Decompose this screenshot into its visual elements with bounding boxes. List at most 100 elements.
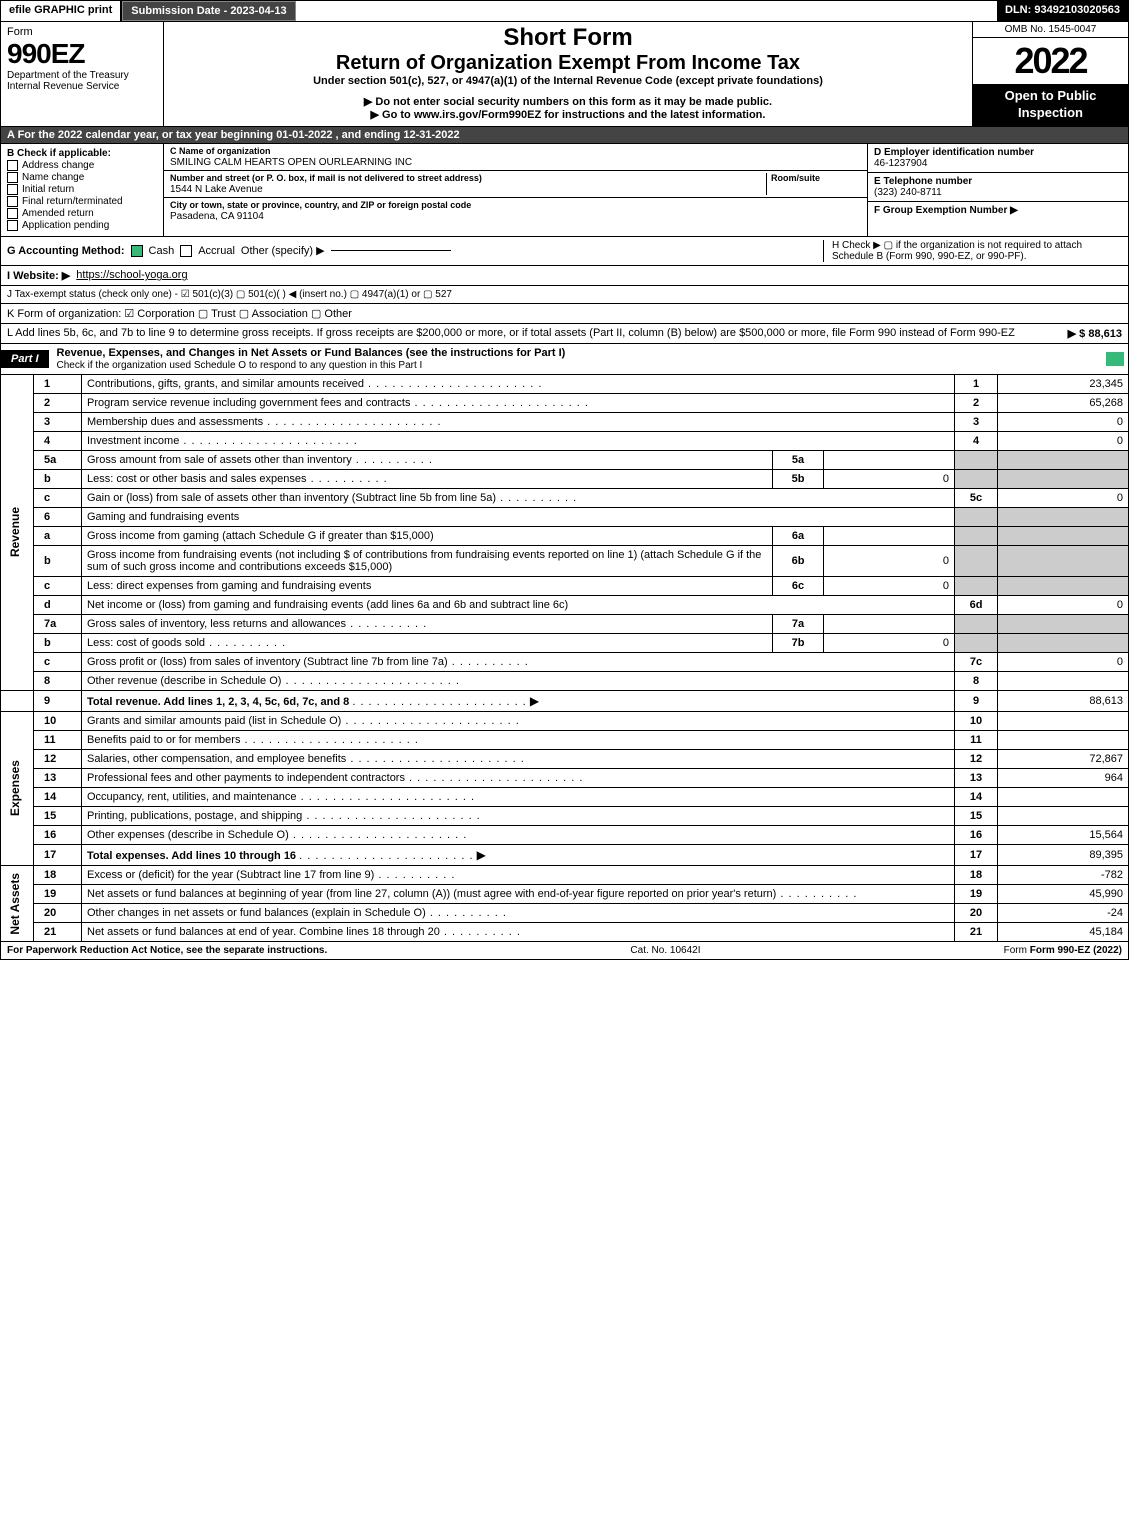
efile-label[interactable]: efile GRAPHIC print (1, 1, 122, 21)
line-21-amt: 45,184 (998, 923, 1129, 942)
line-18-amt: -782 (998, 865, 1129, 884)
line-18-text: Excess or (deficit) for the year (Subtra… (82, 865, 955, 884)
line-20-text: Other changes in net assets or fund bala… (82, 904, 955, 923)
line-5a-amt (824, 450, 955, 469)
chk-final[interactable]: Final return/terminated (7, 196, 157, 207)
line-6a-amt (824, 526, 955, 545)
line-6c-amt: 0 (824, 576, 955, 595)
section-a: A For the 2022 calendar year, or tax yea… (0, 127, 1129, 144)
submission-date: Submission Date - 2023-04-13 (122, 1, 295, 21)
line-19-amt: 45,990 (998, 884, 1129, 903)
line-7a-text: Gross sales of inventory, less returns a… (82, 614, 773, 633)
line-7b-text: Less: cost of goods sold (82, 633, 773, 652)
line-14-text: Occupancy, rent, utilities, and maintena… (82, 787, 955, 806)
section-def: D Employer identification number 46-1237… (867, 144, 1128, 236)
row-j: J Tax-exempt status (check only one) - ☑… (0, 286, 1129, 304)
irs-label: Internal Revenue Service (7, 81, 157, 92)
d-lbl: D Employer identification number (874, 147, 1034, 158)
header-left: Form 990EZ Department of the Treasury In… (1, 22, 164, 126)
line-15-amt (998, 806, 1129, 825)
line-3-amt: 0 (998, 412, 1129, 431)
line-5b-amt: 0 (824, 469, 955, 488)
cash-label: Cash (149, 245, 175, 257)
line-10-text: Grants and similar amounts paid (list in… (82, 711, 955, 730)
line-12-text: Salaries, other compensation, and employ… (82, 749, 955, 768)
dept-label: Department of the Treasury (7, 70, 157, 81)
line-12-amt: 72,867 (998, 749, 1129, 768)
line-6c-text: Less: direct expenses from gaming and fu… (82, 576, 773, 595)
line-11-text: Benefits paid to or for members (82, 730, 955, 749)
part-i-tag: Part I (1, 350, 49, 368)
line-19-text: Net assets or fund balances at beginning… (82, 884, 955, 903)
line-17-amt: 89,395 (998, 844, 1129, 865)
line-6a-text: Gross income from gaming (attach Schedul… (82, 526, 773, 545)
schedule-o-check[interactable] (1106, 352, 1124, 366)
section-b: B Check if applicable: Address change Na… (1, 144, 164, 236)
l-amt: ▶ $ 88,613 (1068, 327, 1122, 340)
return-title: Return of Organization Exempt From Incom… (168, 52, 968, 75)
h-text: H Check ▶ ▢ if the organization is not r… (823, 240, 1122, 262)
chk-amended[interactable]: Amended return (7, 208, 157, 219)
i-label: I Website: ▶ (7, 269, 70, 282)
line-10-amt (998, 711, 1129, 730)
c-street-lbl: Number and street (or P. O. box, if mail… (170, 173, 482, 183)
line-5c-text: Gain or (loss) from sale of assets other… (82, 488, 955, 507)
line-1-amt: 23,345 (998, 375, 1129, 394)
line-2-amt: 65,268 (998, 393, 1129, 412)
line-6b-amt: 0 (824, 545, 955, 576)
part-i-title: Revenue, Expenses, and Changes in Net As… (49, 344, 1106, 374)
lines-table: Revenue 1 Contributions, gifts, grants, … (0, 375, 1129, 943)
page-footer: For Paperwork Reduction Act Notice, see … (0, 942, 1129, 960)
part-i-sub: Check if the organization used Schedule … (57, 360, 423, 371)
line-20-amt: -24 (998, 904, 1129, 923)
chk-address[interactable]: Address change (7, 160, 157, 171)
line-7a-amt (824, 614, 955, 633)
org-name: SMILING CALM HEARTS OPEN OURLEARNING INC (170, 157, 412, 168)
line-6b-text: Gross income from fundraising events (no… (82, 545, 773, 576)
goto-text[interactable]: ▶ Go to www.irs.gov/Form990EZ for instru… (371, 109, 766, 121)
line-9-amt: 88,613 (998, 690, 1129, 711)
footer-left: For Paperwork Reduction Act Notice, see … (7, 945, 327, 956)
line-6d-text: Net income or (loss) from gaming and fun… (82, 595, 955, 614)
phone: (323) 240-8711 (874, 187, 942, 198)
line-7c-text: Gross profit or (loss) from sales of inv… (82, 652, 955, 671)
form-number: 990EZ (7, 38, 157, 70)
e-lbl: E Telephone number (874, 176, 972, 187)
tax-year: 2022 (973, 38, 1128, 84)
other-blank[interactable] (331, 250, 451, 251)
line-11-amt (998, 730, 1129, 749)
line-21-text: Net assets or fund balances at end of ye… (82, 923, 955, 942)
line-8-text: Other revenue (describe in Schedule O) (82, 671, 955, 690)
org-city: Pasadena, CA 91104 (170, 211, 264, 222)
dln-label: DLN: 93492103020563 (997, 1, 1128, 21)
chk-accrual[interactable] (180, 245, 192, 257)
l-text: L Add lines 5b, 6c, and 7b to line 9 to … (7, 327, 1015, 339)
omb-number: OMB No. 1545-0047 (973, 22, 1128, 38)
org-block: B Check if applicable: Address change Na… (0, 144, 1129, 237)
line-6d-amt: 0 (998, 595, 1129, 614)
chk-pending[interactable]: Application pending (7, 220, 157, 231)
under-section: Under section 501(c), 527, or 4947(a)(1)… (168, 75, 968, 87)
ein: 46-1237904 (874, 158, 927, 169)
line-1-text: Contributions, gifts, grants, and simila… (82, 375, 955, 394)
chk-cash[interactable] (131, 245, 143, 257)
other-label: Other (specify) ▶ (241, 244, 325, 257)
org-street: 1544 N Lake Avenue (170, 184, 263, 195)
footer-mid: Cat. No. 10642I (327, 945, 1003, 956)
line-3-text: Membership dues and assessments (82, 412, 955, 431)
form-word: Form (7, 26, 157, 38)
row-g-h: G Accounting Method: Cash Accrual Other … (0, 237, 1129, 266)
goto-note: ▶ Go to www.irs.gov/Form990EZ for instru… (168, 108, 968, 121)
f-lbl: F Group Exemption Number ▶ (874, 205, 1018, 216)
chk-name[interactable]: Name change (7, 172, 157, 183)
line-9-text: Total revenue. Add lines 1, 2, 3, 4, 5c,… (82, 690, 955, 711)
line-2-text: Program service revenue including govern… (82, 393, 955, 412)
chk-initial[interactable]: Initial return (7, 184, 157, 195)
line-14-amt (998, 787, 1129, 806)
line-6-text: Gaming and fundraising events (82, 507, 955, 526)
row-k: K Form of organization: ☑ Corporation ▢ … (0, 304, 1129, 324)
website-link[interactable]: https://school-yoga.org (76, 269, 187, 281)
header-right: OMB No. 1545-0047 2022 Open to Public In… (972, 22, 1128, 126)
line-16-text: Other expenses (describe in Schedule O) (82, 825, 955, 844)
line-16-amt: 15,564 (998, 825, 1129, 844)
